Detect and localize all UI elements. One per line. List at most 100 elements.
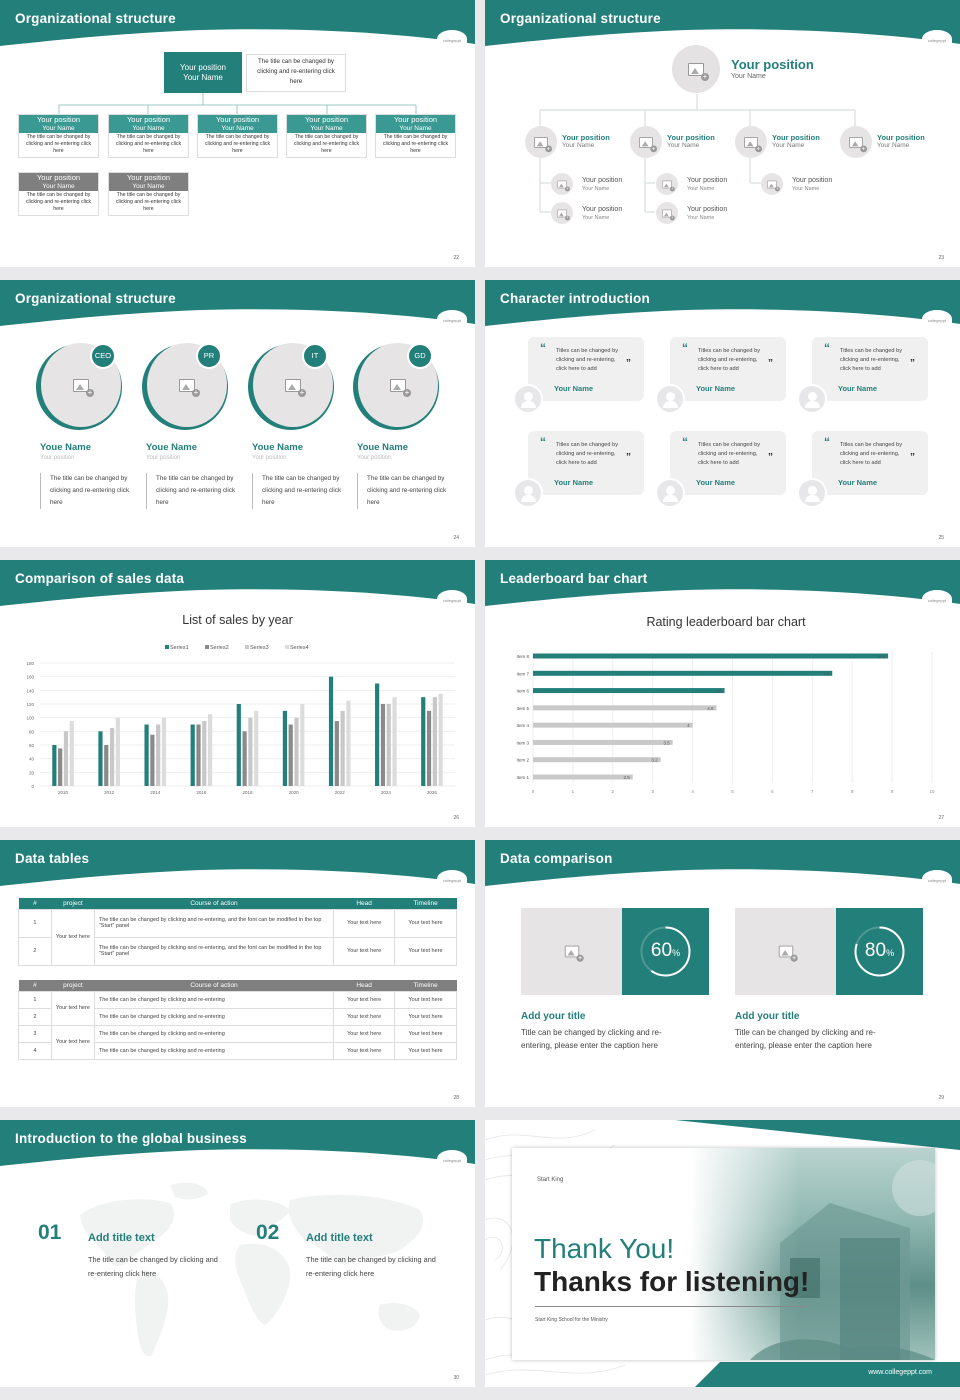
slide-title: Comparison of sales data <box>15 571 185 586</box>
org-position: Your position <box>36 115 81 124</box>
member-avatar[interactable] <box>551 202 573 224</box>
slide-24[interactable]: Organizational structure collegeppt 24 C… <box>0 280 475 547</box>
org-box-header: Your position Your Name <box>109 173 188 191</box>
slide-title: Data comparison <box>500 851 613 866</box>
org-position: Your position <box>126 173 171 182</box>
slide-30[interactable]: Introduction to the global business coll… <box>0 1120 475 1387</box>
member-avatar[interactable] <box>656 202 678 224</box>
user-icon-body <box>805 401 820 408</box>
bar-series4-2020 <box>300 704 305 786</box>
testimonial-text: Titles can be changed by clicking and re… <box>556 348 618 372</box>
bar-value-label: 4.8 <box>715 689 722 694</box>
testimonial-name: Your Name <box>838 478 878 487</box>
org-box-header: Your position Your Name <box>198 115 277 133</box>
top-name: Your Name <box>731 73 766 80</box>
user-icon <box>524 392 533 401</box>
member-name: Your Name <box>877 142 910 149</box>
y-tick-label: 140 <box>26 688 34 693</box>
org-box[interactable]: Your position Your Name The title can be c… <box>197 114 278 158</box>
slide-27[interactable]: Leaderboard bar chart collegeppt Rating … <box>485 560 960 827</box>
image-placeholder[interactable] <box>521 908 622 995</box>
building-photo <box>690 1148 948 1360</box>
cell-index: 2 <box>18 1007 52 1026</box>
member-avatar[interactable] <box>840 126 872 158</box>
org-box[interactable]: Your position Your Name The title can be c… <box>286 114 367 158</box>
page-number: 24 <box>453 535 459 541</box>
testimonial-card[interactable]: “ ” Titles can be changed by clicking and … <box>812 431 928 495</box>
member-avatar[interactable] <box>630 126 662 158</box>
role-badge: IT <box>302 343 328 369</box>
member-avatar[interactable] <box>761 173 783 195</box>
org-box[interactable]: Your position Your Name The title can be c… <box>108 172 189 216</box>
table-header-row: # project Course of action Head Timeline <box>18 980 457 991</box>
table-row: 1 Your text here The title can be change… <box>18 990 457 1026</box>
org-name: Your Name <box>221 124 254 132</box>
member-avatar[interactable] <box>656 173 678 195</box>
bar-item-8 <box>533 653 889 659</box>
cell-project: Your text here <box>50 908 95 966</box>
org-position: Your position <box>393 115 438 124</box>
testimonial-card[interactable]: “ ” Titles can be changed by clicking and … <box>670 337 786 401</box>
org-desc: The title can be changed by clicking and… <box>25 192 92 212</box>
org-box[interactable]: Your position Your Name The title can be c… <box>108 114 189 158</box>
member-avatar[interactable] <box>735 126 767 158</box>
portrait-placeholder[interactable] <box>147 343 227 427</box>
org-box[interactable]: Your position Your Name The title can be c… <box>18 172 99 216</box>
testimonial-card[interactable]: “ ” Titles can be changed by clicking and … <box>528 431 644 495</box>
item-title: Add your title <box>521 1011 586 1022</box>
website-url[interactable]: www.collegeppt.com <box>868 1369 932 1376</box>
testimonial-card[interactable]: “ ” Titles can be changed by clicking and … <box>528 337 644 401</box>
slide-header: Organizational structure collegeppt <box>0 280 475 328</box>
cell-index: 3 <box>18 1024 52 1043</box>
bar-item-6 <box>533 688 725 694</box>
cell-action: The title can be changed by clicking and… <box>93 990 335 1009</box>
avatar <box>513 478 543 508</box>
header-wave <box>485 280 960 326</box>
col-header: project <box>63 981 83 989</box>
leaderboard-bar-chart: 0 1 2 3 4 5 6 7 8 9 10 Item 8 8.9 Item 7 7.5 Item 6 4.8 I… <box>516 652 935 794</box>
col-header: project <box>63 899 83 907</box>
slide-23[interactable]: Organizational structure collegeppt Your… <box>485 0 960 267</box>
slide-header: Character introduction collegeppt <box>485 280 960 328</box>
bar-series4-2010 <box>69 721 74 786</box>
testimonial-text: Titles can be changed by clicking and re… <box>698 348 760 372</box>
bar-series2-2016 <box>196 724 201 786</box>
y-tick-label: 60 <box>29 743 35 748</box>
slide-26[interactable]: Comparison of sales data collegeppt List… <box>0 560 475 827</box>
testimonial-card[interactable]: “ ” Titles can be changed by clicking and … <box>670 431 786 495</box>
x-tick-label: 7 <box>811 789 814 794</box>
org-box[interactable]: Your position Your Name The title can be c… <box>18 114 99 158</box>
org-box[interactable]: Your position Your Name The title can be c… <box>375 114 456 158</box>
bar-series2-2024 <box>380 704 386 786</box>
slide-29[interactable]: Data comparison collegeppt 29 60% Add you… <box>485 840 960 1107</box>
col-header: # <box>33 899 37 907</box>
item-title: Add your title <box>735 1011 800 1022</box>
member-name: Your Name <box>562 142 595 149</box>
slide-25[interactable]: Character introduction collegeppt 25 “ ” T… <box>485 280 960 547</box>
org-name: Your Name <box>132 182 165 190</box>
user-icon-body <box>521 495 536 502</box>
item-desc: Title can be changed by clicking and re-… <box>735 1028 876 1050</box>
testimonial-card[interactable]: “ ” Titles can be changed by clicking and … <box>812 337 928 401</box>
bar-series1-2020 <box>282 710 288 786</box>
bar-series4-2016 <box>207 714 213 786</box>
image-placeholder[interactable] <box>735 908 836 995</box>
bar-series1-2026 <box>421 697 426 786</box>
quote-close-icon: ” <box>768 358 773 369</box>
cell-timeline: Your text here <box>394 990 457 1009</box>
member-avatar[interactable] <box>525 126 557 158</box>
top-avatar[interactable] <box>672 45 720 93</box>
slide-header: Data tables collegeppt <box>0 840 475 888</box>
cell-timeline: Your text here <box>394 936 457 966</box>
member-avatar[interactable] <box>551 173 573 195</box>
top-box[interactable]: Your position Your Name <box>164 52 242 93</box>
legend-swatch <box>285 645 289 649</box>
world-map-image <box>80 1182 424 1357</box>
slide-22[interactable]: Organizational structure collegeppt Your… <box>0 0 475 267</box>
member-name: Your Name <box>667 142 700 149</box>
slide-28[interactable]: Data tables collegeppt # project Course … <box>0 840 475 1107</box>
slide-31[interactable]: Start King Thank You! Thanks for listeni… <box>485 1120 960 1387</box>
image-placeholder-icon <box>557 209 570 220</box>
cell-timeline: Your text here <box>394 1024 457 1043</box>
person-desc: The title can be changed by clicking and… <box>357 473 449 509</box>
